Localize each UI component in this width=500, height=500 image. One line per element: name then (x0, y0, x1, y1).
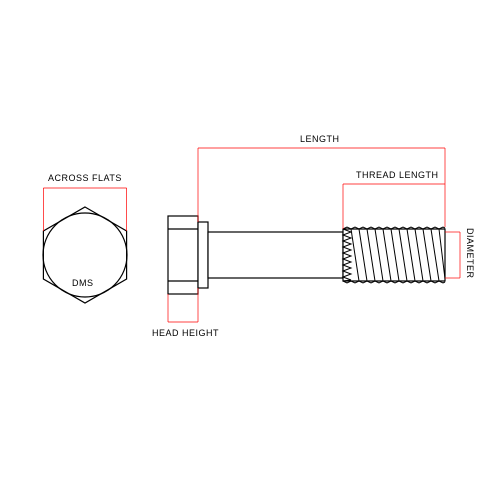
label-thread-length: THREAD LENGTH (356, 170, 439, 180)
hex-head-front (43, 207, 127, 303)
label-head-height: HEAD HEIGHT (152, 328, 219, 338)
label-diameter: DIAMETER (465, 228, 475, 279)
bolt-diagram (0, 0, 500, 500)
dim-thread-length (343, 184, 445, 229)
dim-length (198, 148, 445, 227)
label-across-flats: ACROSS FLATS (48, 173, 122, 183)
label-length: LENGTH (300, 134, 340, 144)
label-dms: DMS (72, 278, 94, 288)
dim-diameter (445, 232, 460, 278)
